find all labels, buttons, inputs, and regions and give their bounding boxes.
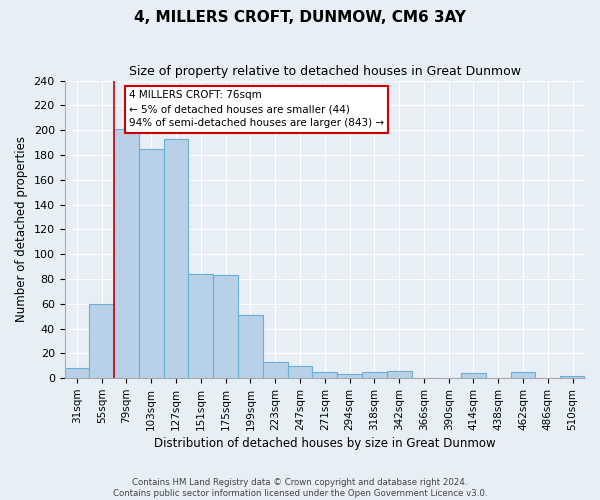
Bar: [511, 372, 535, 378]
Bar: [213, 276, 238, 378]
Bar: [238, 315, 263, 378]
Bar: [287, 366, 313, 378]
Bar: [362, 372, 387, 378]
Text: Contains HM Land Registry data © Crown copyright and database right 2024.
Contai: Contains HM Land Registry data © Crown c…: [113, 478, 487, 498]
Bar: [560, 376, 585, 378]
Y-axis label: Number of detached properties: Number of detached properties: [15, 136, 28, 322]
Bar: [114, 129, 139, 378]
Bar: [89, 304, 114, 378]
Text: 4 MILLERS CROFT: 76sqm
← 5% of detached houses are smaller (44)
94% of semi-deta: 4 MILLERS CROFT: 76sqm ← 5% of detached …: [129, 90, 384, 128]
Bar: [139, 149, 164, 378]
Bar: [164, 139, 188, 378]
Bar: [387, 371, 412, 378]
Text: 4, MILLERS CROFT, DUNMOW, CM6 3AY: 4, MILLERS CROFT, DUNMOW, CM6 3AY: [134, 10, 466, 25]
Bar: [188, 274, 213, 378]
Bar: [461, 373, 486, 378]
Title: Size of property relative to detached houses in Great Dunmow: Size of property relative to detached ho…: [129, 65, 521, 78]
Bar: [313, 372, 337, 378]
Bar: [337, 374, 362, 378]
Bar: [263, 362, 287, 378]
X-axis label: Distribution of detached houses by size in Great Dunmow: Distribution of detached houses by size …: [154, 437, 496, 450]
Bar: [65, 368, 89, 378]
